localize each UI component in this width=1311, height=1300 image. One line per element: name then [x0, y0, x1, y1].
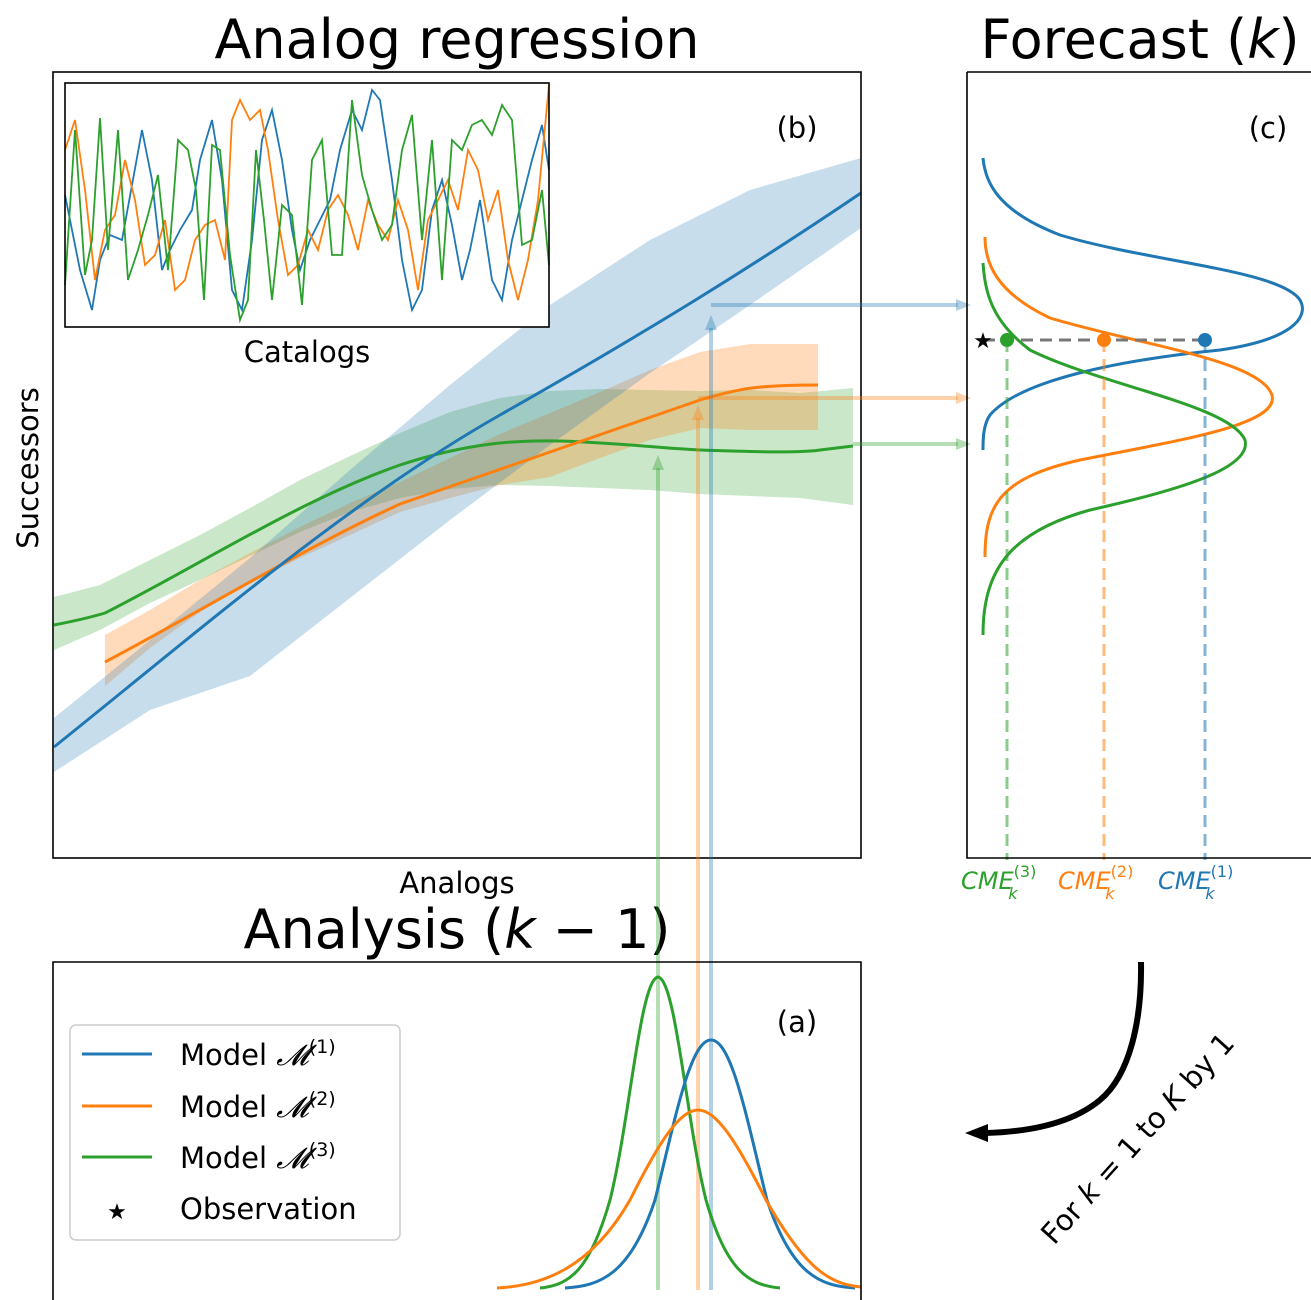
legend-box: [69, 1024, 401, 1241]
loop-label: For k = 1 to K by 1: [1034, 1026, 1241, 1251]
cme-label-model-2: CME(2) k: [1058, 862, 1133, 903]
panel-b: (b) Analogs Successors: [11, 71, 862, 900]
title-analysis: Analysis (k − 1): [244, 898, 671, 961]
legend-label-model-3: Model 𝓜(3): [180, 1139, 336, 1175]
cme-point-model-1: [1198, 333, 1212, 347]
analysis-pdf-model-2: [496, 1108, 862, 1290]
cme-point-model-2: [1097, 333, 1111, 347]
band-model-3: [54, 388, 853, 650]
panel-c: ★ (c) CME(3) k CME(2) k CME(1) k: [961, 71, 1311, 903]
analysis-pdf-model-1: [564, 1038, 856, 1290]
panel-a-frame: [52, 961, 862, 1300]
line-model-3: [53, 439, 854, 627]
inset-catalogs: Catalogs: [64, 82, 550, 369]
loop-indicator: For k = 1 to K by 1: [965, 961, 1241, 1251]
band-model-2: [105, 344, 818, 686]
legend: Model 𝓜(1) Model 𝓜(2) Model 𝓜(3) ★ Obser…: [69, 1024, 401, 1241]
panel-a-label: (a): [777, 1005, 817, 1039]
catalog-model-3: [64, 99, 550, 324]
band-model-1: [54, 158, 861, 772]
panel-c-frame: [966, 71, 1311, 859]
panel-b-frame: [52, 71, 862, 859]
forecast-pdf-model-3: [981, 262, 1247, 636]
loop-arrow: [984, 961, 1145, 1136]
catalog-model-2: [64, 84, 550, 301]
b-ylabel: Successors: [11, 387, 45, 549]
title-forecast: Forecast (k): [980, 8, 1299, 71]
inset-frame: [64, 82, 550, 328]
observation-star: ★: [973, 329, 993, 354]
vertical-arrows: [652, 315, 717, 1290]
loop-arrowhead: [965, 1124, 988, 1142]
inset-xlabel: Catalogs: [244, 335, 370, 369]
legend-swatch-observation: ★: [107, 1200, 127, 1225]
legend-label-observation: Observation: [180, 1192, 357, 1226]
line-model-1: [53, 191, 862, 749]
title-analog-regression: Analog regression: [214, 8, 699, 71]
cme-point-model-3: [1000, 333, 1014, 347]
panel-b-label: (b): [776, 111, 817, 145]
forecast-pdf-model-2: [983, 236, 1274, 558]
catalog-model-1: [64, 88, 550, 313]
horizontal-arrows: [698, 299, 971, 450]
forecast-pdf-model-1: [981, 157, 1304, 451]
legend-label-model-1: Model 𝓜(1): [180, 1036, 336, 1072]
line-model-2: [104, 383, 819, 664]
cme-label-model-3: CME(3) k: [961, 862, 1036, 903]
b-xlabel: Analogs: [399, 866, 514, 900]
panel-c-label: (c): [1249, 111, 1288, 145]
legend-label-model-2: Model 𝓜(2): [180, 1088, 336, 1124]
cme-label-model-1: CME(1) k: [1158, 862, 1233, 903]
panel-a: (a) Model 𝓜(1) Model 𝓜(2) Model 𝓜(3) ★ O…: [52, 961, 862, 1300]
analysis-pdf-model-3: [539, 975, 781, 1290]
